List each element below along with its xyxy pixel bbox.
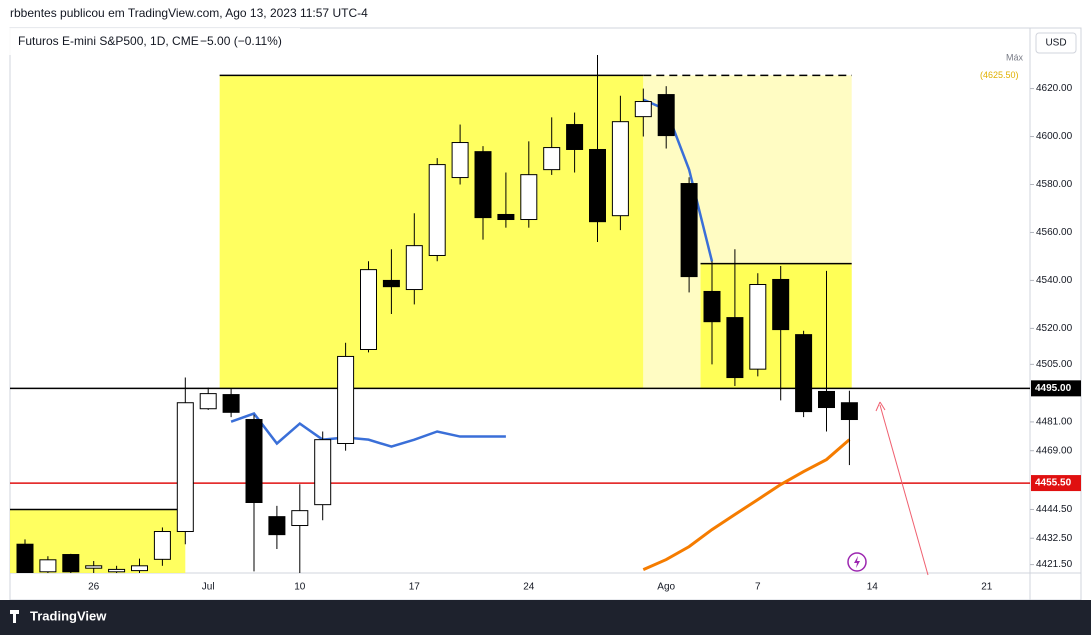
candle-body (382, 279, 400, 288)
candle-body (611, 121, 629, 217)
x-tick-label: Jul (202, 582, 215, 593)
y-tick-label: 4469.00 (1036, 445, 1073, 456)
event-icon[interactable] (847, 552, 867, 572)
candle-body (405, 245, 423, 291)
y-tick-label: 4520.00 (1036, 323, 1073, 334)
legend-bg (0, 28, 300, 55)
candle-body (634, 101, 652, 118)
y-tick-label: 4421.50 (1036, 559, 1073, 570)
candle-body (314, 439, 332, 506)
candle-body (62, 554, 80, 573)
y-tick-label: 4600.00 (1036, 131, 1073, 142)
candle-body (543, 147, 561, 171)
candle-body (726, 317, 744, 379)
x-tick-label: 7 (755, 582, 761, 593)
candle-body (131, 565, 148, 572)
x-tick-label: 17 (409, 582, 421, 593)
logo-icon (10, 610, 19, 623)
candle-body (337, 355, 355, 445)
candle-body (497, 213, 515, 221)
x-tick-label: 24 (523, 582, 535, 593)
max-label: Máx (1006, 52, 1024, 62)
candle-body (199, 393, 217, 410)
arrow-head (875, 401, 886, 412)
candle-body (840, 402, 858, 421)
price-badge-label: 4495.00 (1035, 383, 1072, 394)
candle-body (474, 151, 492, 219)
symbol: Futuros E-mini S&P500, 1D, CME (18, 34, 199, 48)
candle-body (566, 124, 584, 150)
candle-body (108, 568, 126, 573)
candle-body (749, 284, 767, 370)
x-tick-label: 21 (981, 582, 993, 593)
overlay-line (230, 98, 714, 448)
candle-body (16, 543, 34, 573)
y-tick-label: 4432.50 (1036, 533, 1073, 544)
candle-body (222, 394, 240, 413)
price-badge (1031, 380, 1081, 397)
candle-body (153, 531, 171, 560)
candle-body (85, 565, 103, 569)
arrow-line (879, 404, 929, 576)
footer-logo: TradingView (30, 608, 107, 623)
price-badge (1031, 475, 1081, 492)
y-tick-label: 4444.50 (1036, 504, 1073, 515)
y-tick-label: 4580.00 (1036, 179, 1073, 190)
candle-body (703, 290, 721, 323)
y-tick-label: 4560.00 (1036, 227, 1073, 238)
candle-body (245, 419, 263, 503)
annotation: (4625.50) (980, 70, 1019, 80)
x-tick-label: Ago (657, 582, 675, 593)
candle-body (589, 148, 606, 223)
x-tick-label: 26 (88, 582, 100, 593)
candle-body (772, 278, 790, 331)
currency-button[interactable] (1035, 32, 1077, 54)
candle-body (520, 174, 538, 221)
candle-body (818, 390, 835, 409)
candle-body (680, 183, 698, 278)
y-tick-label: 4481.00 (1036, 417, 1073, 428)
footer-bar (0, 600, 1091, 635)
currency[interactable]: USD (1045, 38, 1066, 49)
publisher: rbbentes publicou em TradingView.com, Ag… (10, 6, 368, 20)
candle-body (39, 559, 57, 573)
candle-body (657, 94, 675, 137)
y-tick-label: 4540.00 (1036, 275, 1073, 286)
change: −5.00 (−0.11%) (200, 34, 282, 48)
candle-body (428, 164, 446, 256)
candle-body (291, 510, 309, 527)
y-tick-label: 4505.00 (1036, 359, 1073, 370)
event-bolt (854, 556, 860, 568)
candle-body (360, 269, 377, 350)
x-tick-label: 10 (294, 582, 306, 593)
x-tick-label: 14 (867, 582, 879, 593)
overlay-line (642, 438, 851, 572)
price-badge-label: 4455.50 (1035, 478, 1072, 489)
y-tick-label: 4620.00 (1036, 83, 1073, 94)
candle-body (451, 142, 469, 179)
candle-body (795, 334, 813, 413)
candle-body (176, 402, 194, 533)
candle-body (268, 516, 286, 536)
